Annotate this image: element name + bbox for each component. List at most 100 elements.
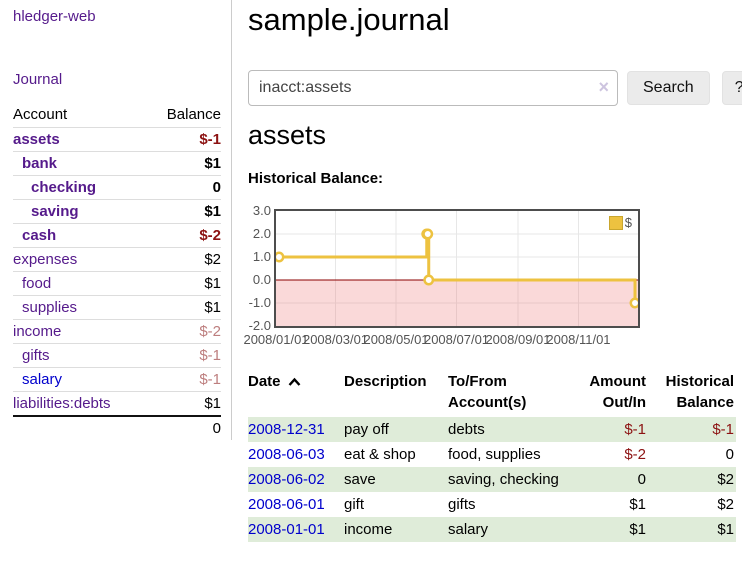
transaction-accounts: food, supplies: [448, 446, 541, 463]
register-header-amount: Amount Out/In: [589, 373, 646, 411]
account-link[interactable]: cash: [22, 227, 57, 244]
search-button[interactable]: Search: [627, 71, 710, 105]
y-axis-label: -2.0: [248, 318, 271, 333]
account-link[interactable]: food: [22, 275, 52, 292]
transaction-accounts: saving, checking: [448, 471, 559, 488]
register-header-date[interactable]: Date: [248, 369, 344, 417]
account-link[interactable]: gifts: [22, 347, 50, 364]
register-header-balance: Historical Balance: [665, 373, 734, 411]
transaction-date-link[interactable]: 2008-06-01: [248, 496, 325, 513]
chart-title: Historical Balance:: [248, 170, 384, 187]
account-balance: $-1: [146, 343, 221, 368]
chart-plot-area: $: [274, 209, 640, 328]
account-row: saving $1: [13, 199, 221, 224]
transaction-amount: $1: [629, 521, 646, 538]
y-axis-label: 0.0: [252, 272, 271, 287]
register-header-description: Description: [344, 373, 427, 390]
transaction-amount: $-1: [624, 421, 646, 438]
x-axis-label: 2008/05/01: [363, 332, 429, 347]
transaction-row: 2008-12-31 pay off debts $-1 $-1: [248, 417, 736, 442]
page-title: sample.journal: [248, 2, 450, 37]
accounts-header-row: Account Balance: [13, 103, 221, 128]
legend-swatch-icon: [608, 215, 623, 230]
account-row: income $-2: [13, 319, 221, 344]
account-row: bank $1: [13, 151, 221, 176]
x-axis-label: 2008/01/01: [243, 332, 309, 347]
main-content: sample.journal × Search ? assets Histori…: [232, 0, 742, 542]
help-button[interactable]: ?: [721, 71, 742, 105]
transaction-description: gift: [344, 496, 365, 513]
transaction-description: save: [344, 471, 376, 488]
account-balance: $2: [146, 247, 221, 272]
transaction-date-link[interactable]: 2008-06-03: [248, 446, 325, 463]
account-link[interactable]: liabilities:debts: [13, 395, 111, 412]
transaction-date-link[interactable]: 2008-12-31: [248, 421, 325, 438]
account-title: assets: [248, 120, 327, 150]
transaction-amount: $-2: [624, 446, 646, 463]
account-link[interactable]: checking: [31, 179, 97, 196]
account-row: salary $-1: [13, 367, 221, 392]
account-balance: $-2: [146, 223, 221, 248]
accounts-total-balance: 0: [146, 415, 221, 440]
register-table: Date Description To/From Account(s) Amou…: [248, 369, 736, 542]
chart-legend: $: [606, 214, 634, 231]
transaction-description: eat & shop: [344, 446, 416, 463]
search-input[interactable]: [248, 70, 618, 106]
transaction-balance: $2: [717, 471, 734, 488]
accounts-table: Account Balance assets $-1 bank $1 check…: [13, 103, 221, 440]
transaction-amount: 0: [637, 471, 646, 488]
account-balance: $1: [146, 151, 221, 176]
account-row: cash $-2: [13, 223, 221, 248]
account-row: assets $-1: [13, 127, 221, 152]
account-link[interactable]: bank: [22, 155, 58, 172]
account-link[interactable]: income: [13, 323, 62, 340]
transaction-date-link[interactable]: 2008-06-02: [248, 471, 325, 488]
x-axis-label: 2008/07/01: [423, 332, 490, 347]
balance-chart: 3.0 2.0 1.0 0.0 -1.0 -2.0 $ 2008/01/01 2008/03…: [243, 201, 736, 351]
account-balance: $1: [146, 295, 221, 320]
transaction-date-link[interactable]: 2008-01-01: [248, 521, 325, 538]
y-axis-label: 3.0: [252, 203, 271, 218]
transaction-description: pay off: [344, 421, 389, 438]
account-row: checking 0: [13, 175, 221, 200]
brand-link[interactable]: hledger-web: [13, 8, 96, 25]
sidebar: hledger-web Journal Account Balance asse…: [0, 0, 232, 440]
register-header-row: Date Description To/From Account(s) Amou…: [248, 369, 736, 417]
chart-svg: [276, 211, 638, 326]
account-link[interactable]: expenses: [13, 251, 78, 268]
register-header-accounts: To/From Account(s): [448, 373, 527, 411]
transaction-row: 2008-06-03 eat & shop food, supplies $-2…: [248, 442, 736, 467]
transaction-balance: $2: [717, 496, 734, 513]
x-axis-label: 2008/09/01: [485, 332, 551, 347]
sort-ascending-icon: [288, 377, 300, 386]
clear-search-icon[interactable]: ×: [598, 77, 609, 97]
account-link[interactable]: supplies: [22, 299, 78, 316]
accounts-header-account: Account: [13, 106, 68, 123]
transaction-row: 2008-06-01 gift gifts $1 $2: [248, 492, 736, 517]
sidebar-item-journal[interactable]: Journal: [13, 71, 63, 88]
account-balance: $-1: [146, 367, 221, 392]
transaction-balance: 0: [725, 446, 734, 463]
transaction-row: 2008-01-01 income salary $1 $1: [248, 517, 736, 542]
x-axis-label: 2008/03/01: [302, 332, 369, 347]
account-balance: $1: [146, 271, 221, 296]
transaction-amount: $1: [629, 496, 646, 513]
account-balance: $-1: [146, 127, 221, 152]
accounts-total-row: 0: [13, 415, 221, 440]
search-input-wrap: ×: [248, 70, 618, 106]
transaction-accounts: salary: [448, 521, 489, 538]
transaction-row: 2008-06-02 save saving, checking 0 $2: [248, 467, 736, 492]
account-link[interactable]: saving: [31, 203, 79, 220]
transaction-balance: $1: [717, 521, 734, 538]
transaction-accounts: debts: [448, 421, 485, 438]
account-link[interactable]: assets: [13, 131, 60, 148]
account-balance: $-2: [146, 319, 221, 344]
account-row: gifts $-1: [13, 343, 221, 368]
account-link[interactable]: salary: [22, 371, 63, 388]
transaction-description: income: [344, 521, 393, 538]
search-bar: × Search ?: [248, 70, 742, 106]
y-axis-label: 2.0: [252, 226, 271, 241]
account-balance: $1: [146, 391, 221, 416]
y-axis-label: 1.0: [252, 249, 271, 264]
y-axis-label: -1.0: [248, 295, 271, 310]
